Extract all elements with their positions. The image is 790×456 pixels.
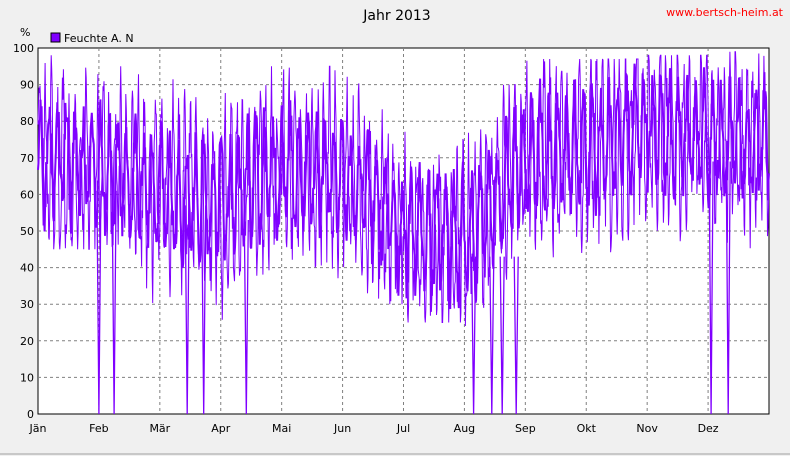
x-tick-label: Dez	[698, 422, 719, 435]
series-layer	[37, 51, 770, 415]
x-tick-label: Mai	[272, 422, 291, 435]
y-tick-label: 40	[20, 262, 34, 275]
y-tick-label: 90	[20, 79, 34, 92]
humidity-line-mean	[37, 63, 770, 310]
y-tick-label: 60	[20, 188, 34, 201]
y-tick-label: 100	[13, 42, 34, 55]
humidity-dropout	[201, 205, 207, 415]
humidity-dropout	[499, 256, 505, 415]
x-tick-label: Jul	[396, 422, 410, 435]
y-tick-label: 0	[27, 408, 34, 421]
site-label: www.bertsch-heim.at	[666, 6, 784, 19]
x-tick-label: Okt	[577, 422, 597, 435]
humidity-dropout	[184, 205, 190, 415]
humidity-dropout	[725, 161, 731, 415]
y-tick-label: 20	[20, 335, 34, 348]
humidity-dropout	[470, 256, 477, 415]
y-axis-unit: %	[20, 26, 30, 39]
y-tick-label: 50	[20, 225, 34, 238]
chart-title: Jahr 2013	[362, 8, 430, 24]
x-tick-label: Feb	[89, 422, 108, 435]
x-tick-label: Apr	[211, 422, 231, 435]
x-tick-label: Jän	[29, 422, 47, 435]
x-tick-label: Sep	[515, 422, 536, 435]
y-tick-label: 70	[20, 152, 34, 165]
x-tick-label: Aug	[454, 422, 475, 435]
y-tick-label: 10	[20, 371, 34, 384]
x-tick-label: Nov	[636, 422, 658, 435]
x-tick-label: Jun	[333, 422, 351, 435]
legend-label: Feuchte A. N	[64, 32, 134, 45]
humidity-dropout	[708, 161, 714, 415]
y-tick-label: 30	[20, 298, 34, 311]
x-tick-labels: Jän Feb Mär Apr Mai Jun Jul Aug Sep Okt Nov Dez	[29, 422, 719, 435]
y-tick-labels: 0 10 20 30 40 50 60 70 80 90 100	[13, 42, 34, 421]
humidity-dropout	[489, 256, 495, 415]
legend: Feuchte A. N	[50, 32, 134, 45]
humidity-dropout	[513, 256, 519, 415]
humidity-dropout	[111, 190, 117, 415]
x-tick-label: Mär	[149, 422, 170, 435]
legend-swatch	[50, 32, 61, 43]
humidity-dropout	[96, 190, 102, 415]
y-tick-label: 80	[20, 115, 34, 128]
humidity-dropout	[243, 219, 249, 415]
